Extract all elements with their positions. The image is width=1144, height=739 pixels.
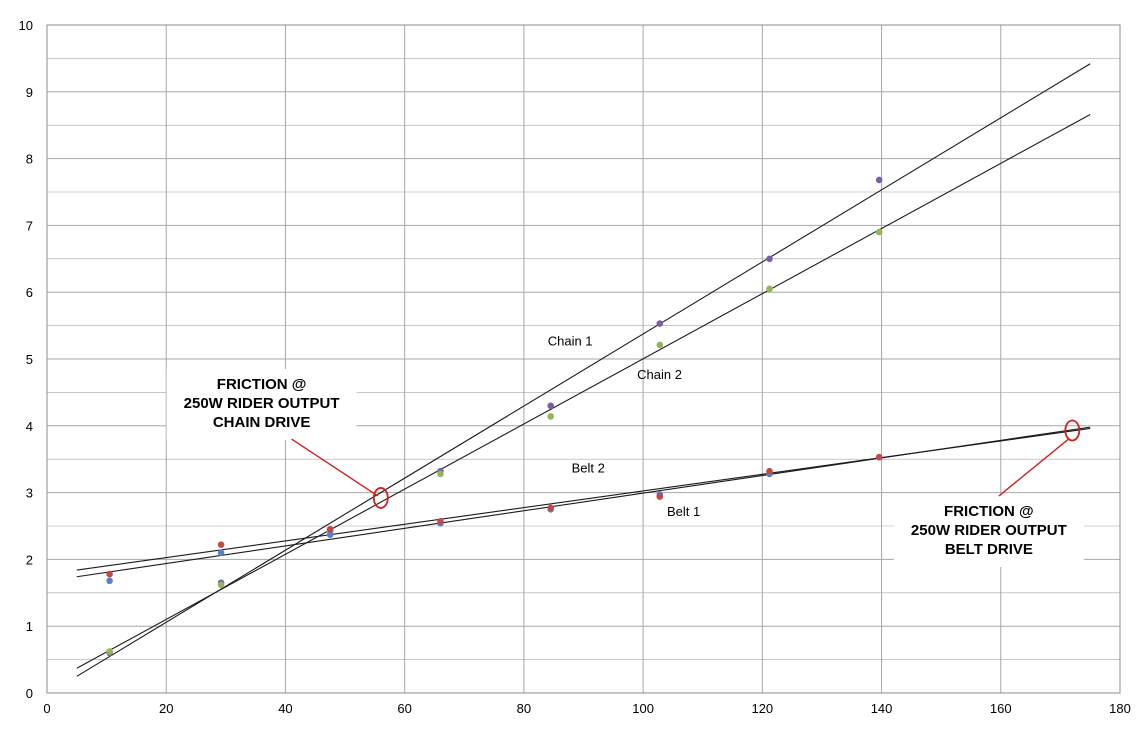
x-tick-label: 20 bbox=[159, 701, 173, 716]
x-tick-label: 180 bbox=[1109, 701, 1131, 716]
grid bbox=[46, 24, 1121, 694]
series-labels: Chain 1 Chain 2 Belt 1 Belt 2 bbox=[548, 334, 700, 519]
chain-1-point bbox=[875, 176, 883, 184]
y-tick-label: 2 bbox=[26, 552, 33, 567]
annotation-text-line: FRICTION @ bbox=[944, 503, 1034, 520]
annotation-box bbox=[166, 369, 357, 441]
chain-1-trendline bbox=[76, 63, 1091, 677]
belt-2-point bbox=[766, 467, 773, 475]
chain-2-point bbox=[106, 648, 113, 655]
annotation-marker bbox=[372, 487, 389, 509]
belt-2-point bbox=[547, 504, 555, 512]
chain-2-label: Chain 2 bbox=[637, 367, 682, 382]
chain-2-point bbox=[437, 470, 444, 478]
x-tick-label: 0 bbox=[43, 701, 50, 716]
y-tick-label: 1 bbox=[26, 619, 33, 634]
annotation-leader-line bbox=[998, 437, 1070, 497]
belt-1-point bbox=[217, 549, 225, 557]
x-tick-label: 140 bbox=[871, 701, 893, 716]
y-tick-label: 4 bbox=[26, 419, 33, 434]
belt-1-label: Belt 1 bbox=[667, 504, 700, 519]
annotation-text-line: FRICTION @ bbox=[217, 376, 307, 393]
chain-2-point bbox=[547, 413, 555, 420]
y-tick-label: 3 bbox=[26, 486, 33, 501]
x-tick-label: 40 bbox=[278, 701, 292, 716]
annotation-text-line: CHAIN DRIVE bbox=[213, 414, 311, 431]
belt-2-point bbox=[875, 453, 883, 461]
y-tick-label: 5 bbox=[26, 352, 33, 367]
belt-2-point bbox=[217, 541, 225, 549]
annotation-box bbox=[893, 495, 1084, 567]
chain-2-point bbox=[217, 581, 225, 589]
chain-1-point bbox=[766, 255, 773, 263]
tick-labels: 0 20 40 60 80 100 120 140 160 180 0 1 2 3 4 5 6 7 8 9 10 bbox=[19, 18, 1131, 716]
belt-2-label: Belt 2 bbox=[572, 461, 605, 476]
x-tick-label: 160 bbox=[990, 701, 1012, 716]
chain-1-point bbox=[656, 320, 664, 327]
belt-1-point bbox=[106, 577, 113, 585]
annotation-leader-line bbox=[291, 438, 379, 497]
annotation-text-line: 250W RIDER OUTPUT bbox=[911, 522, 1067, 539]
x-tick-label: 80 bbox=[517, 701, 531, 716]
chain-2-point bbox=[875, 228, 883, 236]
y-tick-label: 8 bbox=[26, 152, 33, 167]
chain-1-label: Chain 1 bbox=[548, 334, 593, 349]
y-tick-label: 7 bbox=[26, 218, 33, 233]
annotation-text-line: BELT DRIVE bbox=[945, 541, 1033, 558]
x-tick-label: 120 bbox=[751, 701, 773, 716]
x-tick-label: 60 bbox=[397, 701, 411, 716]
belt-2-point bbox=[437, 518, 444, 525]
chain-2-trendline bbox=[76, 114, 1091, 669]
belt-2-point bbox=[656, 493, 664, 500]
chain-1-point bbox=[547, 402, 555, 410]
belt-1-point bbox=[326, 531, 334, 538]
y-tick-label: 6 bbox=[26, 285, 33, 300]
data-points bbox=[106, 176, 883, 657]
chain-2-point bbox=[766, 285, 773, 293]
annotation-text-line: 250W RIDER OUTPUT bbox=[184, 395, 340, 412]
trendlines bbox=[76, 63, 1091, 677]
belt-2-trendline bbox=[76, 426, 1091, 578]
annotations: FRICTION @ 250W RIDER OUTPUT CHAIN DRIVE FR… bbox=[166, 369, 1084, 567]
y-tick-label: 10 bbox=[19, 18, 33, 33]
annotation-marker bbox=[1064, 419, 1081, 442]
y-tick-label: 0 bbox=[26, 686, 33, 701]
x-tick-label: 100 bbox=[632, 701, 654, 716]
belt-2-point bbox=[106, 570, 113, 578]
belt-2-point bbox=[326, 526, 334, 533]
plot-area-border bbox=[46, 24, 1121, 694]
y-tick-label: 9 bbox=[26, 85, 33, 100]
chain-2-point bbox=[656, 341, 664, 349]
